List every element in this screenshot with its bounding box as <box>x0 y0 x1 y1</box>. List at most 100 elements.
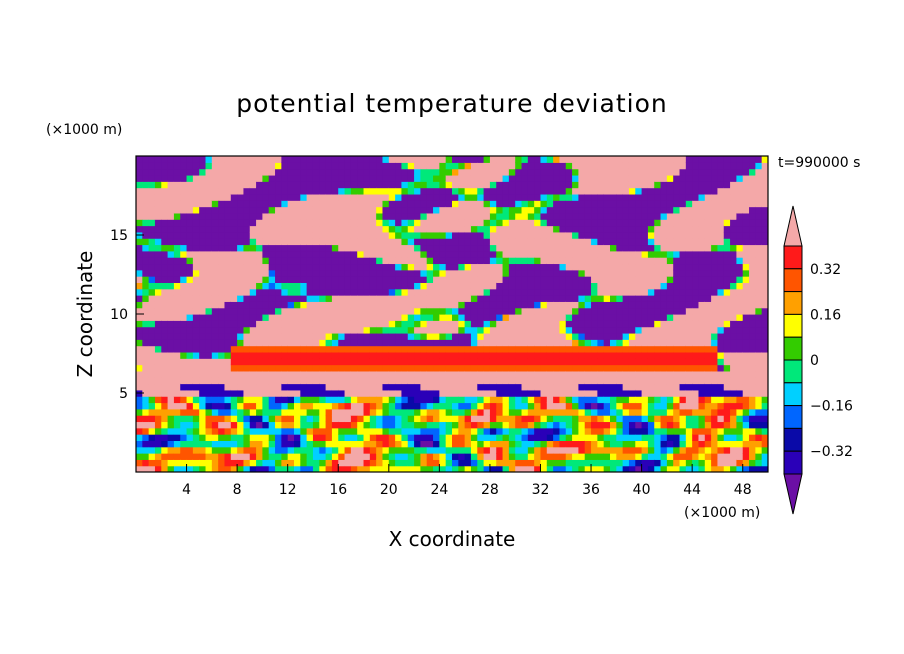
heatmap-cell <box>218 174 226 182</box>
heatmap-cell <box>616 453 624 460</box>
heatmap-cell <box>142 307 150 315</box>
heatmap-cell <box>597 200 605 208</box>
heatmap-cell <box>647 269 655 277</box>
heatmap-cell <box>578 250 586 258</box>
heatmap-cell <box>717 288 725 296</box>
heatmap-cell <box>610 440 617 448</box>
heatmap-cell <box>287 446 295 454</box>
heatmap-cell <box>477 389 485 397</box>
heatmap-cell <box>186 377 194 385</box>
heatmap-cell <box>673 440 681 448</box>
heatmap-cell <box>508 206 516 214</box>
heatmap-cell <box>647 168 655 176</box>
heatmap-cell <box>736 250 744 258</box>
heatmap-cell <box>553 364 561 372</box>
heatmap-cell <box>572 250 579 258</box>
heatmap-cell <box>749 415 756 423</box>
heatmap-cell <box>173 345 181 353</box>
heatmap-cell <box>275 465 282 472</box>
heatmap-cell <box>502 453 510 460</box>
heatmap-cell <box>319 415 327 423</box>
heatmap-cell <box>553 459 561 467</box>
heatmap-cell <box>610 326 617 334</box>
heatmap-cell <box>294 339 301 347</box>
heatmap-cell <box>628 402 636 410</box>
heatmap-cell <box>382 446 390 454</box>
heatmap-cell <box>294 415 301 423</box>
heatmap-cell <box>749 288 756 296</box>
heatmap-cell <box>224 326 232 334</box>
heatmap-cell <box>186 434 194 441</box>
heatmap-cell <box>363 408 371 416</box>
heatmap-cell <box>464 200 472 208</box>
heatmap-cell <box>325 421 333 429</box>
heatmap-cell <box>565 446 573 454</box>
heatmap-cell <box>464 219 472 227</box>
heatmap-cell <box>534 225 542 233</box>
heatmap-cell <box>445 389 453 397</box>
heatmap-cell <box>281 402 289 410</box>
heatmap-cell <box>452 269 459 277</box>
heatmap-cell <box>363 415 371 423</box>
heatmap-cell <box>496 276 504 283</box>
heatmap-cell <box>660 440 668 448</box>
heatmap-cell <box>489 187 497 195</box>
heatmap-cell <box>186 370 194 378</box>
heatmap-cell <box>736 282 744 290</box>
heatmap-cell <box>249 434 257 441</box>
heatmap-cell <box>572 295 579 302</box>
heatmap-cell <box>312 174 320 182</box>
heatmap-cell <box>420 421 428 429</box>
heatmap-cell <box>546 465 554 472</box>
heatmap-cell <box>521 200 529 208</box>
heatmap-cell <box>540 459 548 467</box>
heatmap-cell <box>483 408 491 416</box>
heatmap-cell <box>452 377 459 385</box>
heatmap-cell <box>281 244 289 252</box>
heatmap-cell <box>294 320 301 328</box>
heatmap-cell <box>755 206 763 214</box>
heatmap-cell <box>749 314 756 321</box>
heatmap-cell <box>452 434 459 441</box>
heatmap-cell <box>692 383 700 391</box>
heatmap-cell <box>186 187 194 195</box>
heatmap-cell <box>142 459 150 467</box>
heatmap-cell <box>426 263 434 271</box>
heatmap-cell <box>749 168 756 176</box>
heatmap-cell <box>591 244 598 252</box>
heatmap-cell <box>628 453 636 460</box>
heatmap-cell <box>679 364 687 372</box>
heatmap-cell <box>698 288 706 296</box>
heatmap-cell <box>243 219 251 227</box>
heatmap-cell <box>300 238 308 246</box>
heatmap-cell <box>515 282 523 290</box>
heatmap-cell <box>395 269 403 277</box>
heatmap-cell <box>319 257 327 265</box>
heatmap-cell <box>369 320 377 328</box>
heatmap-cell <box>622 162 630 170</box>
heatmap-cell <box>622 465 630 472</box>
heatmap-cell <box>717 332 725 340</box>
heatmap-cell <box>591 225 598 233</box>
heatmap-cell <box>685 389 693 397</box>
heatmap-cell <box>742 383 750 391</box>
heatmap-cell <box>736 377 744 385</box>
heatmap-cell <box>306 351 314 359</box>
heatmap-cell <box>294 453 301 460</box>
heatmap-cell <box>142 257 150 265</box>
heatmap-cell <box>325 415 333 423</box>
heatmap-cell <box>458 370 466 378</box>
heatmap-cell <box>205 238 213 246</box>
heatmap-cell <box>489 276 497 283</box>
heatmap-cell <box>218 453 226 460</box>
heatmap-cell <box>369 427 377 435</box>
heatmap-cell <box>489 345 497 353</box>
heatmap-cell <box>192 364 200 372</box>
heatmap-cell <box>635 168 643 176</box>
heatmap-cell <box>237 358 245 366</box>
heatmap-cell <box>211 339 219 347</box>
heatmap-cell <box>477 307 485 315</box>
heatmap-cell <box>281 301 289 309</box>
heatmap-cell <box>622 440 630 448</box>
heatmap-cell <box>540 440 548 448</box>
